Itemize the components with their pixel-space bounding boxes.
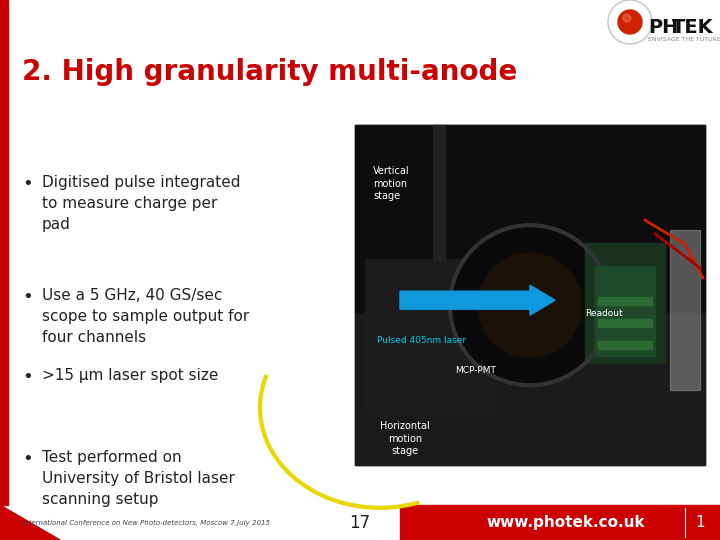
Bar [355, 125, 705, 312]
Text: Test performed on
University of Bristol laser
scanning setup: Test performed on University of Bristol … [42, 450, 235, 507]
Text: PH: PH [648, 18, 678, 37]
Bar [355, 125, 705, 465]
Bar [598, 319, 652, 327]
Text: 1: 1 [696, 515, 705, 530]
Text: 17: 17 [349, 514, 371, 531]
Text: •: • [22, 368, 32, 386]
Text: ENVISAGE THE FUTURE: ENVISAGE THE FUTURE [648, 37, 720, 42]
Text: Use a 5 GHz, 40 GS/sec
scope to sample output for
four channels: Use a 5 GHz, 40 GS/sec scope to sample o… [42, 288, 249, 345]
Circle shape [618, 10, 642, 34]
Polygon shape [0, 505, 60, 540]
Text: Horizontal
motion
stage: Horizontal motion stage [380, 421, 430, 456]
Text: www.photek.co.uk: www.photek.co.uk [487, 515, 645, 530]
Bar [598, 341, 652, 349]
Text: Pulsed 405nm laser: Pulsed 405nm laser [377, 336, 466, 345]
Text: MCP-PMT: MCP-PMT [455, 367, 496, 375]
Text: •: • [22, 288, 32, 306]
Bar [365, 259, 495, 414]
Text: >15 μm laser spot size: >15 μm laser spot size [42, 368, 218, 383]
Bar [355, 312, 705, 465]
Text: Readout: Readout [585, 308, 623, 318]
Bar [0, 0, 8, 505]
Circle shape [450, 225, 610, 385]
Text: •: • [22, 450, 32, 468]
Circle shape [623, 14, 631, 22]
Text: Vertical
motion
stage: Vertical motion stage [373, 166, 410, 201]
Bar [598, 298, 652, 306]
Text: Digitised pulse integrated
to measure charge per
pad: Digitised pulse integrated to measure ch… [42, 175, 240, 232]
Text: International Conference on New Photo-detectors, Moscow 7 July 2015: International Conference on New Photo-de… [22, 519, 270, 525]
Bar [595, 266, 655, 356]
Bar [585, 243, 665, 363]
Bar [365, 259, 495, 414]
Bar [670, 230, 700, 390]
Bar [400, 505, 720, 540]
FancyArrow shape [400, 285, 555, 315]
Text: •: • [22, 175, 32, 193]
Bar [433, 125, 445, 261]
Circle shape [478, 253, 582, 357]
Text: TEK: TEK [672, 18, 714, 37]
Text: 2. High granularity multi-anode: 2. High granularity multi-anode [22, 58, 517, 86]
